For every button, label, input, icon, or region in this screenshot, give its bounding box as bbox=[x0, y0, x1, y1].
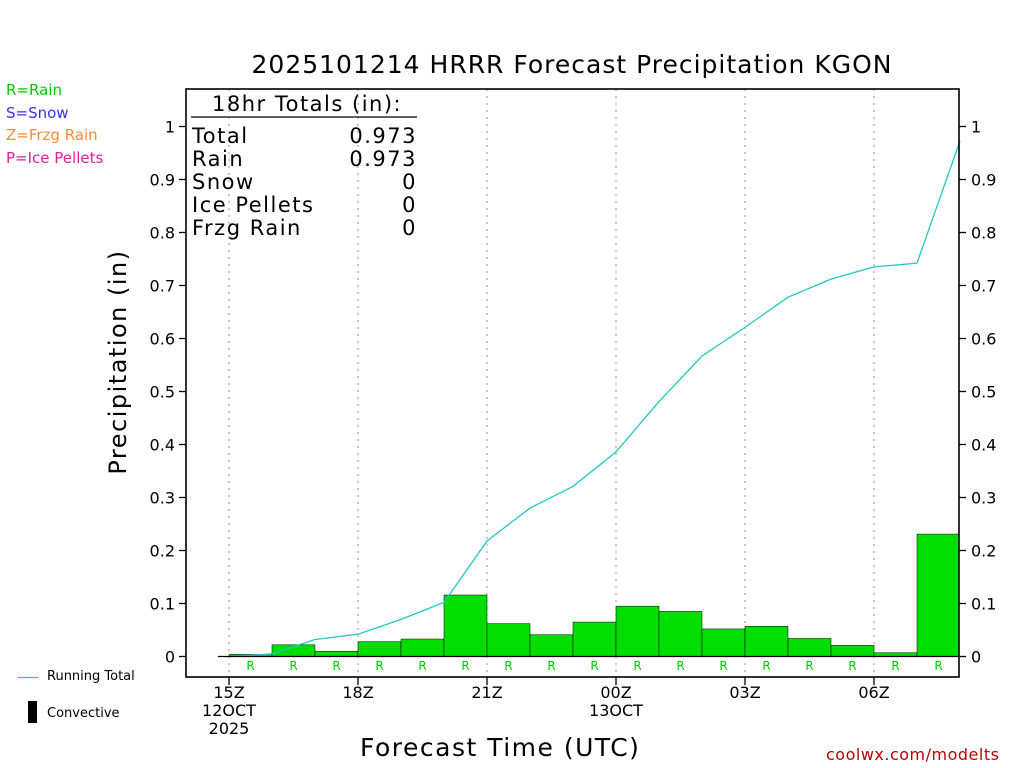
y-tick-label-right: 0.2 bbox=[971, 542, 996, 561]
plot-frame bbox=[185, 88, 960, 678]
y-tick-label-right: 0.6 bbox=[971, 330, 996, 349]
legend-snow: S=Snow bbox=[6, 104, 69, 122]
precip-type-label: R bbox=[891, 659, 899, 673]
y-tick-label-left: 0.7 bbox=[150, 277, 175, 296]
precip-type-label: R bbox=[289, 659, 297, 673]
y-tick-label-right: 0.8 bbox=[971, 224, 996, 243]
precip-bar bbox=[400, 638, 445, 657]
legend-freezing-rain: Z=Frzg Rain bbox=[6, 126, 98, 144]
totals-label: Total bbox=[191, 124, 249, 148]
legend-rain: R=Rain bbox=[6, 81, 62, 99]
precip-type-label: R bbox=[504, 659, 512, 673]
precip-type-label: R bbox=[418, 659, 426, 673]
y-tick-label-left: 0.5 bbox=[150, 383, 175, 402]
precip-bar bbox=[486, 623, 531, 657]
y-tick-label-right: 0.5 bbox=[971, 383, 996, 402]
precip-bar bbox=[701, 628, 746, 657]
y-tick-label-left: 0.4 bbox=[150, 436, 175, 455]
x-tick-label: 21Z bbox=[471, 683, 502, 702]
y-tick-label-left: 0.8 bbox=[150, 224, 175, 243]
y-tick-label-left: 0 bbox=[165, 648, 175, 667]
totals-box: 18hr Totals (in): Total 0.973 Rain 0.973… bbox=[191, 92, 417, 240]
totals-label: Frzg Rain bbox=[192, 216, 302, 240]
precip-bar bbox=[916, 533, 960, 657]
precip-type-label: R bbox=[676, 659, 684, 673]
x-axis-label: Forecast Time (UTC) bbox=[360, 733, 641, 762]
precip-bar bbox=[443, 594, 488, 657]
precip-bar bbox=[658, 611, 703, 657]
precip-type-label: R bbox=[719, 659, 727, 673]
precip-bar bbox=[830, 645, 875, 657]
precip-type-label: R bbox=[461, 659, 469, 673]
precip-bar bbox=[744, 626, 789, 657]
x-tick-label: 03Z bbox=[729, 683, 760, 702]
y-tick-label-left: 0.3 bbox=[150, 489, 175, 508]
precip-bar bbox=[357, 641, 402, 657]
x-tick-label: 06Z bbox=[858, 683, 889, 702]
precip-type-label: R bbox=[633, 659, 641, 673]
totals-value: 0 bbox=[402, 216, 417, 240]
precip-bar bbox=[787, 638, 832, 657]
totals-label: Ice Pellets bbox=[192, 193, 314, 217]
y-tick-label-left: 0.1 bbox=[150, 595, 175, 614]
precip-bar bbox=[529, 634, 574, 657]
precip-bar bbox=[572, 621, 617, 657]
x-tick-label: 12OCT bbox=[202, 701, 256, 720]
totals-label: Snow bbox=[192, 170, 255, 194]
precip-type-label: R bbox=[375, 659, 383, 673]
y-tick-label-left: 0.6 bbox=[150, 330, 175, 349]
chart-title: 2025101214 HRRR Forecast Precipitation K… bbox=[251, 50, 893, 79]
precip-bar bbox=[314, 650, 359, 657]
y-tick-label-right: 0.3 bbox=[971, 489, 996, 508]
totals-value: 0 bbox=[402, 170, 417, 194]
precip-type-label: R bbox=[848, 659, 856, 673]
x-tick-label: 18Z bbox=[342, 683, 373, 702]
x-tick-label: 00Z bbox=[600, 683, 631, 702]
precip-type-label: R bbox=[762, 659, 770, 673]
credit-link[interactable]: coolwx.com/modelts bbox=[826, 745, 1000, 764]
x-tick-label: 15Z bbox=[213, 683, 244, 702]
running-total-legend-label: Running Total bbox=[47, 669, 135, 684]
precip-type-label: R bbox=[590, 659, 598, 673]
y-tick-label-right: 0.9 bbox=[971, 171, 996, 190]
y-tick-label-right: 1 bbox=[971, 118, 981, 137]
y-tick-label-right: 0.4 bbox=[971, 436, 996, 455]
precip-type-label: R bbox=[934, 659, 942, 673]
totals-value: 0.973 bbox=[349, 147, 417, 171]
y-tick-label-right: 0.7 bbox=[971, 277, 996, 296]
precip-type-label: R bbox=[246, 659, 254, 673]
y-tick-label-right: 0 bbox=[971, 648, 981, 667]
running-total-line bbox=[228, 140, 961, 658]
legend-ice-pellets: P=Ice Pellets bbox=[6, 149, 104, 167]
x-tick-label: 13OCT bbox=[589, 701, 643, 720]
convective-legend-label: Convective bbox=[47, 706, 120, 721]
totals-label: Rain bbox=[192, 147, 244, 171]
totals-header: 18hr Totals (in): bbox=[212, 92, 402, 116]
convective-legend-swatch bbox=[28, 701, 37, 723]
x-tick-label: 2025 bbox=[209, 719, 250, 738]
y-tick-label-left: 1 bbox=[165, 118, 175, 137]
totals-value: 0 bbox=[402, 193, 417, 217]
precip-bar bbox=[615, 605, 660, 657]
precip-type-label: R bbox=[547, 659, 555, 673]
precip-type-label: R bbox=[805, 659, 813, 673]
totals-value: 0.973 bbox=[349, 124, 417, 148]
y-tick-label-left: 0.2 bbox=[150, 542, 175, 561]
y-tick-label-right: 0.1 bbox=[971, 595, 996, 614]
precip-type-label: R bbox=[332, 659, 340, 673]
y-tick-label-left: 0.9 bbox=[150, 171, 175, 190]
